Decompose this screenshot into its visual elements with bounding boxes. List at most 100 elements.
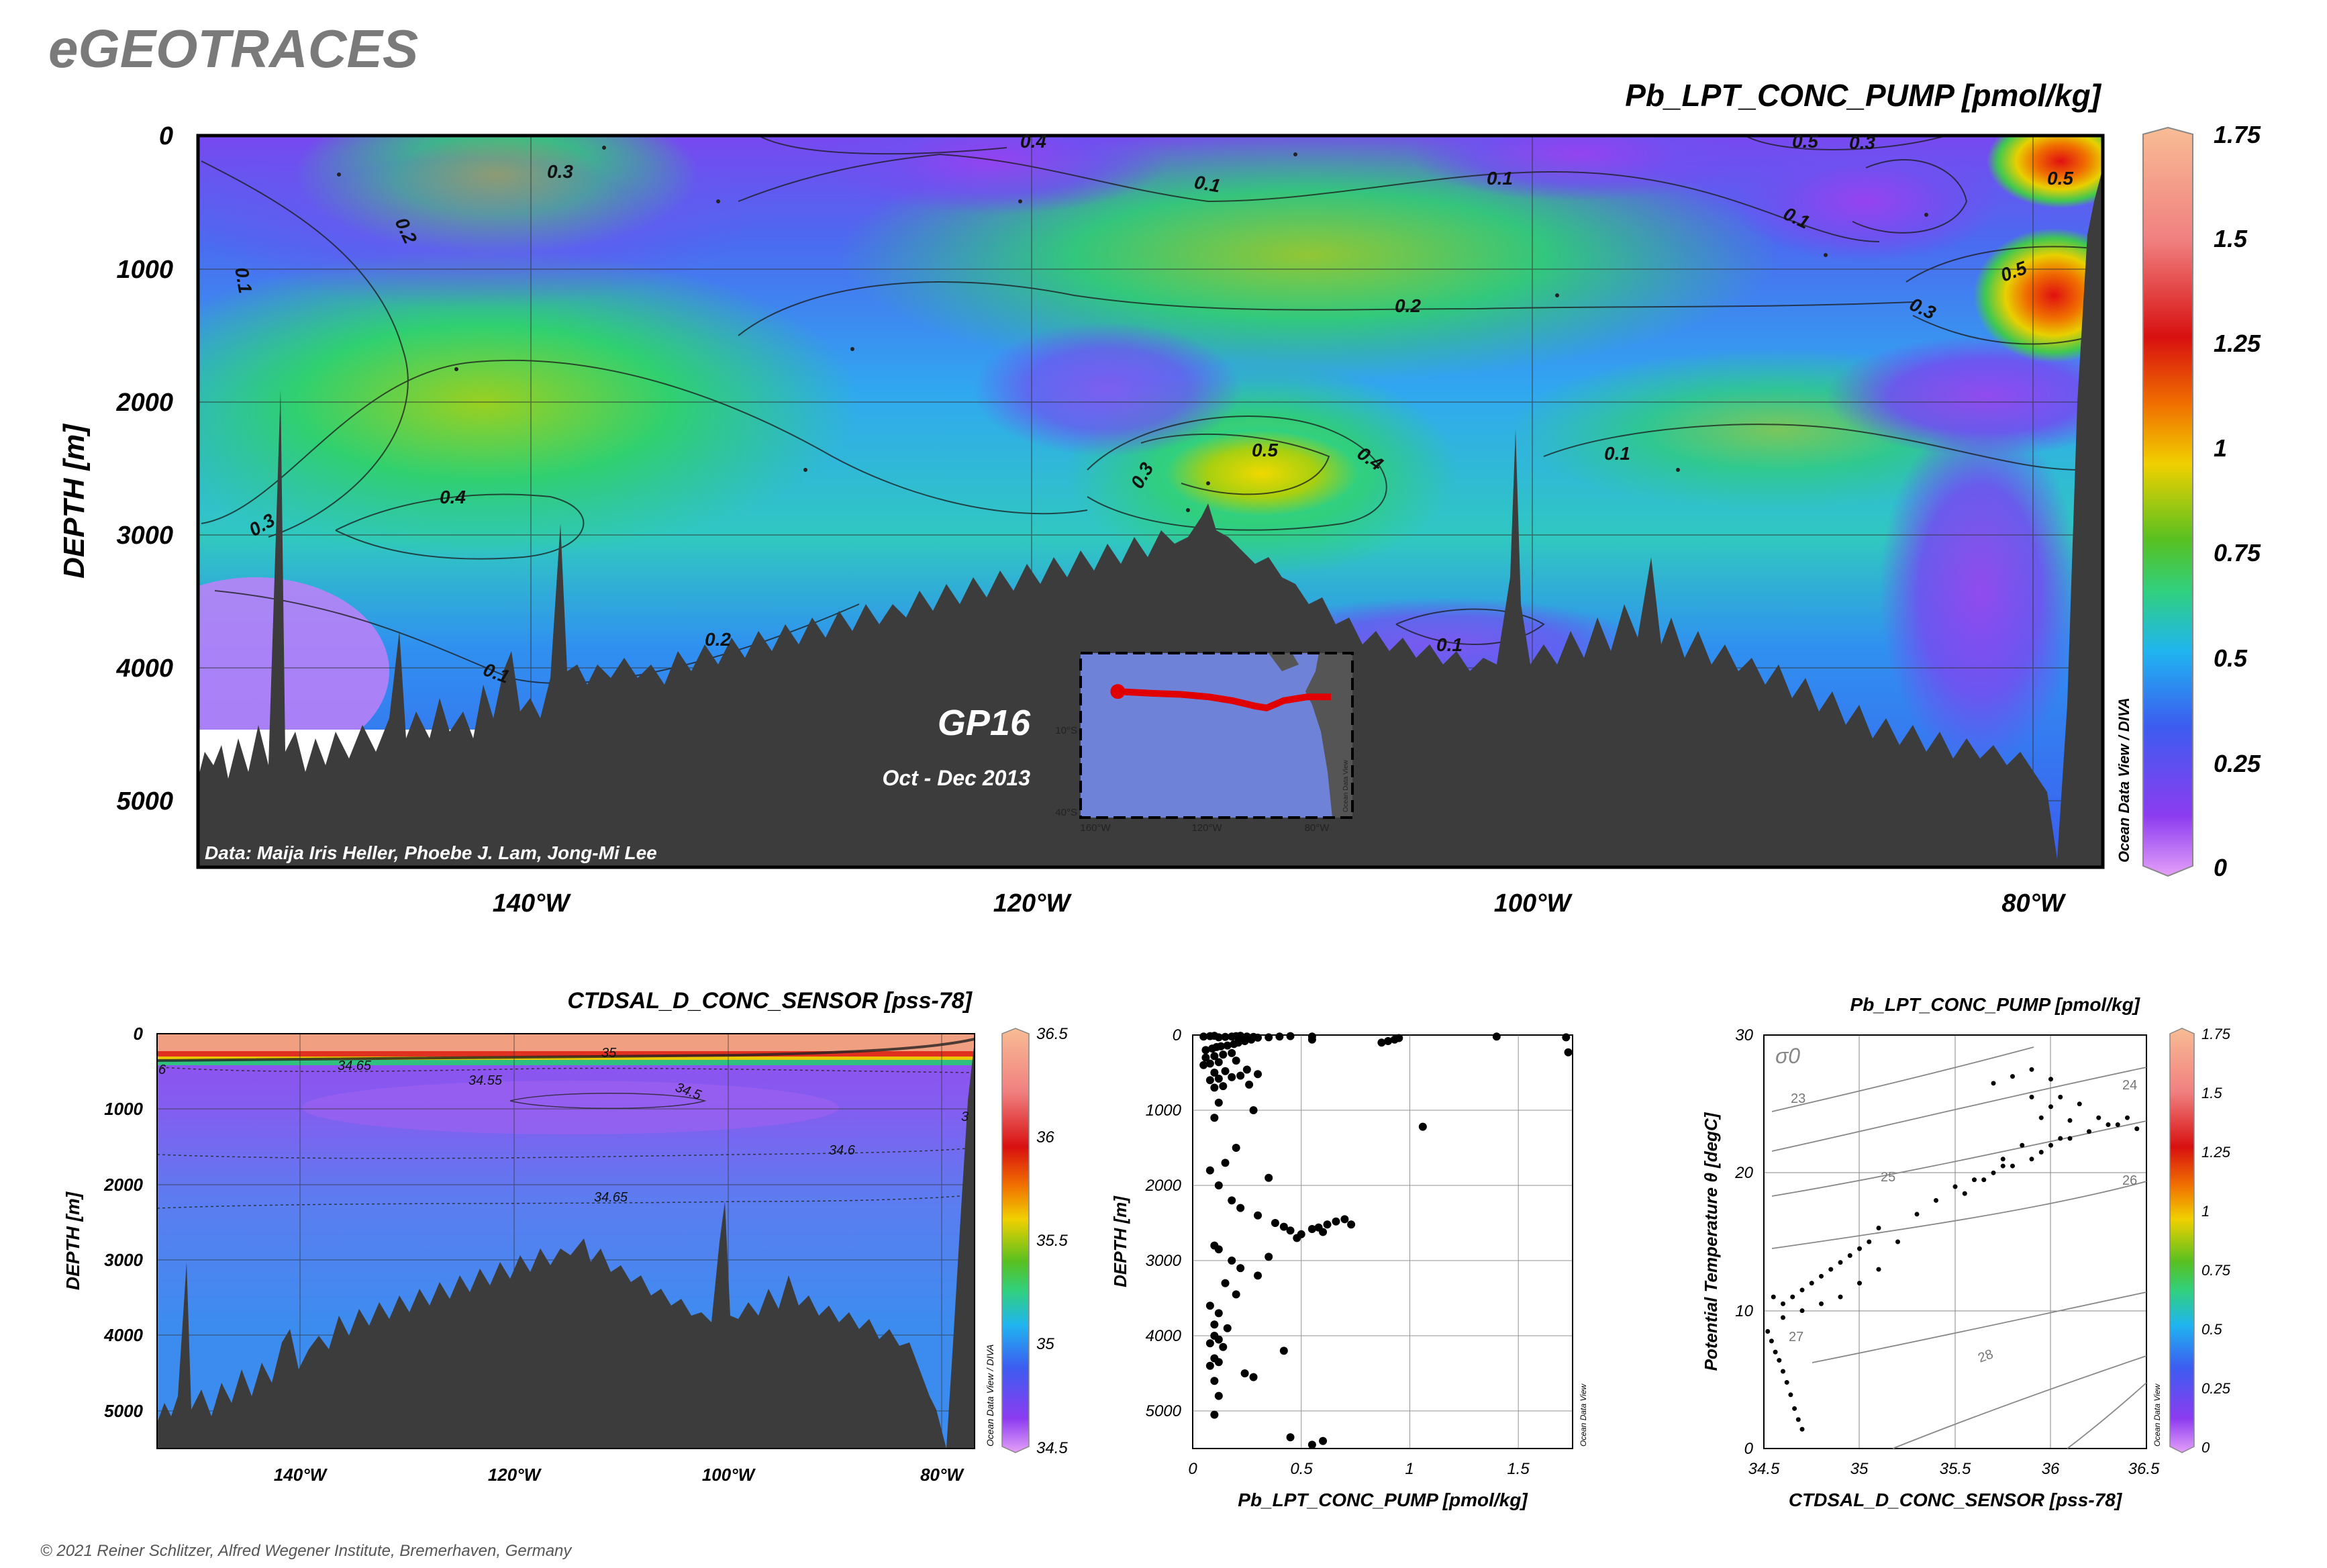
main-chart-title: Pb_LPT_CONC_PUMP [pmol/kg] (1625, 78, 2101, 113)
data-point (1236, 1264, 1245, 1273)
data-point (1492, 1032, 1501, 1041)
data-point (2096, 1115, 2101, 1120)
data-point (2038, 1150, 2044, 1155)
data-point (1219, 1342, 1228, 1351)
data-point (1319, 1436, 1328, 1445)
data-point (2125, 1115, 2130, 1120)
data-point (2038, 1115, 2044, 1120)
data-point (1934, 1197, 1938, 1203)
y-tick-label: 5000 (104, 1401, 143, 1421)
data-point (1809, 1281, 1814, 1286)
cruise-dates: Oct - Dec 2013 (882, 766, 1030, 790)
data-point (1214, 1058, 1223, 1067)
data-point (1265, 1033, 1273, 1042)
y-tick-label: 10 (1735, 1302, 1753, 1320)
profile-scatter-plot: 0 1000 2000 3000 4000 5000 DEPTH [m] 0 0… (1110, 1026, 1588, 1510)
field-blob (198, 577, 389, 765)
data-point (2058, 1094, 2063, 1099)
contour-label: 0.3 (547, 161, 573, 182)
data-point (1236, 1204, 1245, 1212)
data-point (1210, 1320, 1219, 1329)
colorbar-tick-label: 0.75 (2201, 1262, 2231, 1279)
colorbar-tick-label: 1.5 (2201, 1085, 2222, 1101)
data-point (1784, 1379, 1789, 1385)
isopycnal-label: 24 (2122, 1078, 2137, 1093)
data-point (1799, 1287, 1805, 1293)
ts-watermark: Ocean Data View (2152, 1383, 2162, 1447)
data-point (1221, 1279, 1230, 1287)
data-point (1199, 1032, 1208, 1041)
data-point (1228, 1073, 1236, 1081)
contour-label: 3 (961, 1110, 969, 1124)
data-point (1384, 1036, 1393, 1045)
x-tick-label: 120°W (488, 1465, 542, 1485)
data-point (1564, 1048, 1573, 1057)
main-y-axis: 0 1000 2000 3000 4000 5000 (115, 122, 173, 816)
data-point (2106, 1122, 2111, 1127)
data-point (1210, 1083, 1219, 1092)
data-point (1279, 1222, 1288, 1231)
field-blob (198, 136, 752, 309)
contour-label: 0.1 (1604, 443, 1630, 464)
x-tick-label: 100°W (702, 1465, 756, 1485)
x-tick-label: 0.5 (1290, 1460, 1313, 1478)
main-bathymetry (198, 168, 2103, 867)
y-tick-label: 4000 (115, 654, 173, 683)
data-point (2029, 1094, 2034, 1099)
data-point (1418, 1122, 1427, 1131)
data-point (1214, 1245, 1223, 1254)
contour-label: 0.1 (231, 266, 256, 295)
data-point (1205, 1166, 1214, 1175)
data-point (1792, 1406, 1797, 1411)
data-point (1395, 1034, 1403, 1042)
colorbar-tick-label: 1 (2214, 434, 2227, 462)
data-point (1210, 1114, 1219, 1122)
data-point (1219, 1082, 1228, 1091)
ts-y-axis-label: Potential Temperature θ [degC] (1701, 1112, 1721, 1371)
y-tick-label: 0 (1173, 1026, 1182, 1044)
ts-title: Pb_LPT_CONC_PUMP [pmol/kg] (1850, 994, 2141, 1015)
field-blob (1141, 420, 1383, 527)
data-point (1242, 1065, 1251, 1074)
y-tick-label: 0 (159, 122, 173, 150)
sample-dots (337, 146, 1928, 512)
data-point (1867, 1239, 1872, 1244)
cruise-track-start (1110, 684, 1126, 699)
colorbar-tick-label: 0.5 (2214, 644, 2248, 672)
inset-lat-tick: 40°S (1055, 807, 1077, 818)
data-point (1265, 1253, 1273, 1261)
colorbar-body (1001, 1028, 1030, 1453)
isopycnal-lines (1771, 1046, 2147, 1449)
inset-lon-tick: 160°W (1080, 822, 1111, 834)
x-tick-label: 35.5 (1940, 1460, 1971, 1478)
ts-grid (1764, 1035, 2146, 1449)
profile-watermark: Ocean Data View (1579, 1383, 1588, 1447)
colorbar-tick-label: 1.75 (2214, 121, 2261, 148)
data-point (2000, 1163, 2006, 1169)
data-point (1876, 1225, 1881, 1230)
data-point (1286, 1032, 1295, 1040)
data-point (1773, 1349, 1778, 1355)
data-point (1245, 1080, 1254, 1089)
isopycnal-label: 26 (2122, 1173, 2137, 1188)
profile-x-axis-label: Pb_LPT_CONC_PUMP [pmol/kg] (1238, 1489, 1528, 1510)
profile-points (1199, 1032, 1573, 1449)
data-point (1254, 1033, 1262, 1042)
ts-x-axis-label: CTDSAL_D_CONC_SENSOR [pss-78] (1789, 1489, 2123, 1510)
contour-label: 0.3 (1849, 132, 1875, 153)
y-tick-label: 2000 (103, 1175, 143, 1195)
main-y-axis-label: DEPTH [m] (58, 424, 91, 579)
data-point (1799, 1426, 1805, 1432)
y-tick-label: 3000 (1146, 1252, 1182, 1270)
inset-map-ocean (1081, 653, 1352, 818)
data-point (1199, 1061, 1208, 1069)
y-tick-label: 3000 (104, 1250, 143, 1270)
y-tick-label: 1000 (1146, 1101, 1182, 1120)
data-point (1279, 1346, 1288, 1355)
salinity-watermark: Ocean Data View / DIVA (985, 1344, 995, 1447)
y-tick-label: 4000 (1146, 1327, 1182, 1345)
data-point (1254, 1271, 1262, 1280)
data-point (1232, 1144, 1240, 1152)
x-tick-label: 35 (1850, 1460, 1869, 1478)
